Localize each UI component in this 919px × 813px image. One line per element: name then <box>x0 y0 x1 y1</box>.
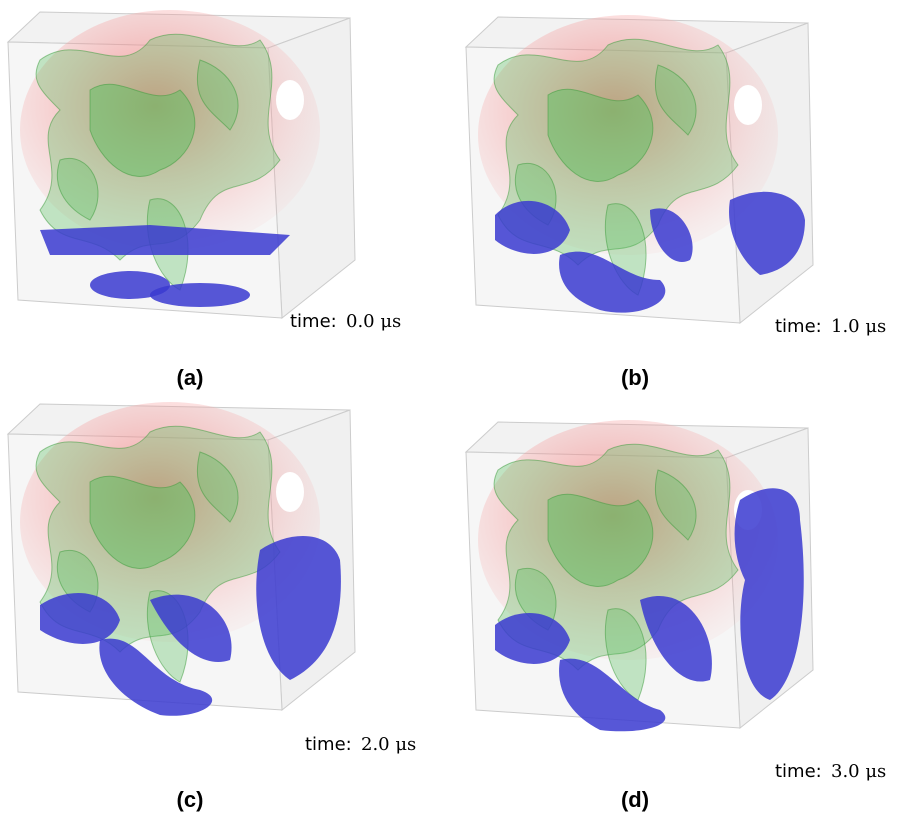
panel-d: time: 3.0 μs (d) <box>466 420 886 812</box>
time-value: 1.0 μs <box>831 316 886 337</box>
panel-label: (b) <box>621 365 649 390</box>
panel-label: (d) <box>621 787 649 812</box>
time-label: time: <box>305 734 352 755</box>
panel-c: time: 2.0 μs (c) <box>8 402 416 812</box>
time-value: 3.0 μs <box>831 761 886 782</box>
panel-a: time: 0.0 μs (a) <box>8 10 401 390</box>
panel-label: (c) <box>177 787 204 812</box>
panel-b: time: 1.0 μs (b) <box>466 15 886 390</box>
time-value: 2.0 μs <box>361 734 416 755</box>
panel-label: (a) <box>177 365 204 390</box>
time-value: 0.0 μs <box>346 311 401 332</box>
time-label: time: <box>775 761 822 782</box>
time-label: time: <box>775 316 822 337</box>
figure: time: 0.0 μs (a) time: 1.0 μs (b) time: … <box>0 0 919 813</box>
time-label: time: <box>290 311 337 332</box>
